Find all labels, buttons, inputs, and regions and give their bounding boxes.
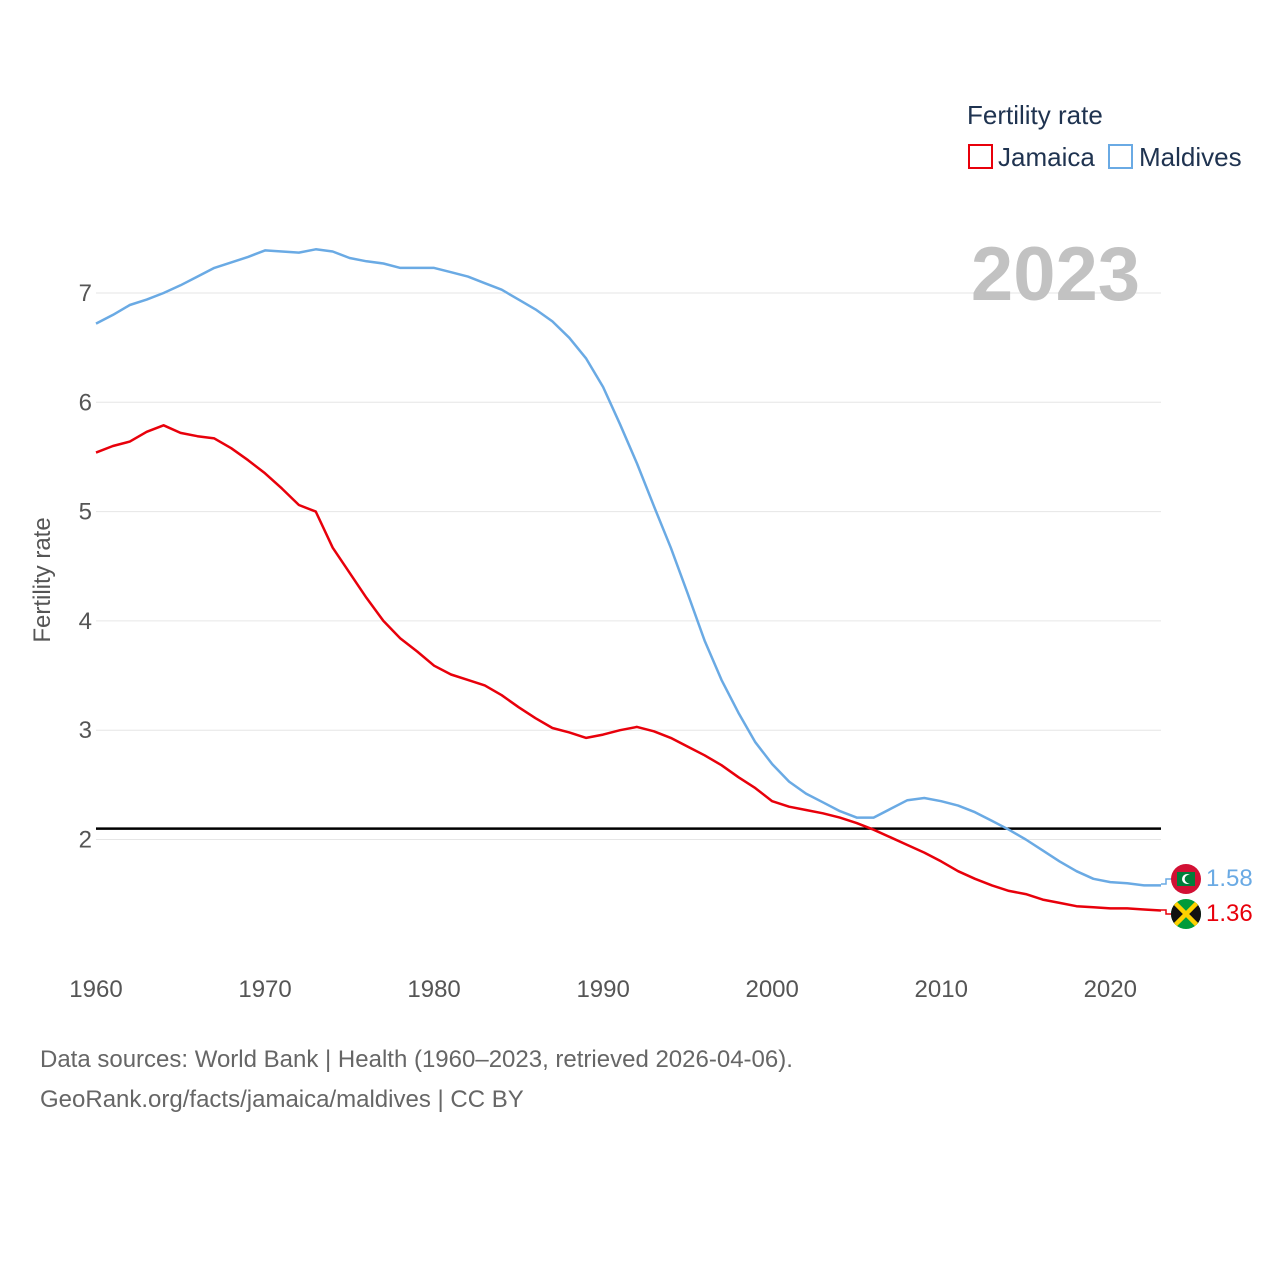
legend-swatch-maldives bbox=[1108, 144, 1133, 169]
attribution-link[interactable]: GeoRank.org/facts/jamaica/maldives | CC … bbox=[40, 1086, 524, 1113]
maldives-flag-icon bbox=[1171, 864, 1201, 894]
x-tick-1980: 1980 bbox=[407, 976, 460, 1003]
series-line-jamaica bbox=[95, 424, 1162, 912]
maldives-end-value: 1.58 bbox=[1206, 865, 1253, 892]
series-line-maldives bbox=[95, 248, 1161, 887]
x-axis-ticks: 1960 1970 1980 1990 2000 2010 2020 bbox=[69, 976, 1137, 1003]
year-label: 2023 bbox=[971, 232, 1140, 317]
maldives-connector bbox=[1161, 878, 1172, 885]
x-tick-1960: 1960 bbox=[69, 976, 122, 1003]
x-tick-2010: 2010 bbox=[915, 976, 968, 1003]
data-source-text: Data sources: World Bank | Health (1960–… bbox=[40, 1046, 793, 1073]
y-tick-5: 5 bbox=[79, 499, 92, 526]
jamaica-end-marker: 1.36 bbox=[1161, 899, 1253, 929]
legend-label-maldives: Maldives bbox=[1139, 142, 1242, 172]
series-lines bbox=[95, 248, 1162, 912]
x-tick-1990: 1990 bbox=[576, 976, 629, 1003]
x-tick-2020: 2020 bbox=[1084, 976, 1137, 1003]
legend-label-jamaica: Jamaica bbox=[998, 142, 1095, 172]
jamaica-flag-icon bbox=[1171, 899, 1201, 929]
y-tick-2: 2 bbox=[79, 827, 92, 854]
y-tick-7: 7 bbox=[79, 280, 92, 307]
y-tick-6: 6 bbox=[79, 389, 92, 416]
y-tick-3: 3 bbox=[79, 717, 92, 744]
y-axis-label: Fertility rate bbox=[29, 517, 56, 642]
legend-swatch-jamaica bbox=[968, 144, 993, 169]
y-tick-4: 4 bbox=[79, 608, 92, 635]
jamaica-connector bbox=[1161, 909, 1172, 915]
x-tick-1970: 1970 bbox=[238, 976, 291, 1003]
footer: Data sources: World Bank | Health (1960–… bbox=[40, 1040, 793, 1120]
y-axis-ticks: 2 3 4 5 6 7 bbox=[79, 280, 92, 854]
x-tick-2000: 2000 bbox=[745, 976, 798, 1003]
gridlines bbox=[96, 292, 1161, 840]
maldives-end-marker: 1.58 bbox=[1161, 864, 1253, 894]
legend: Fertility rate Jamaica Maldives bbox=[967, 100, 1242, 172]
jamaica-end-value: 1.36 bbox=[1206, 900, 1253, 927]
legend-title: Fertility rate bbox=[967, 100, 1103, 130]
